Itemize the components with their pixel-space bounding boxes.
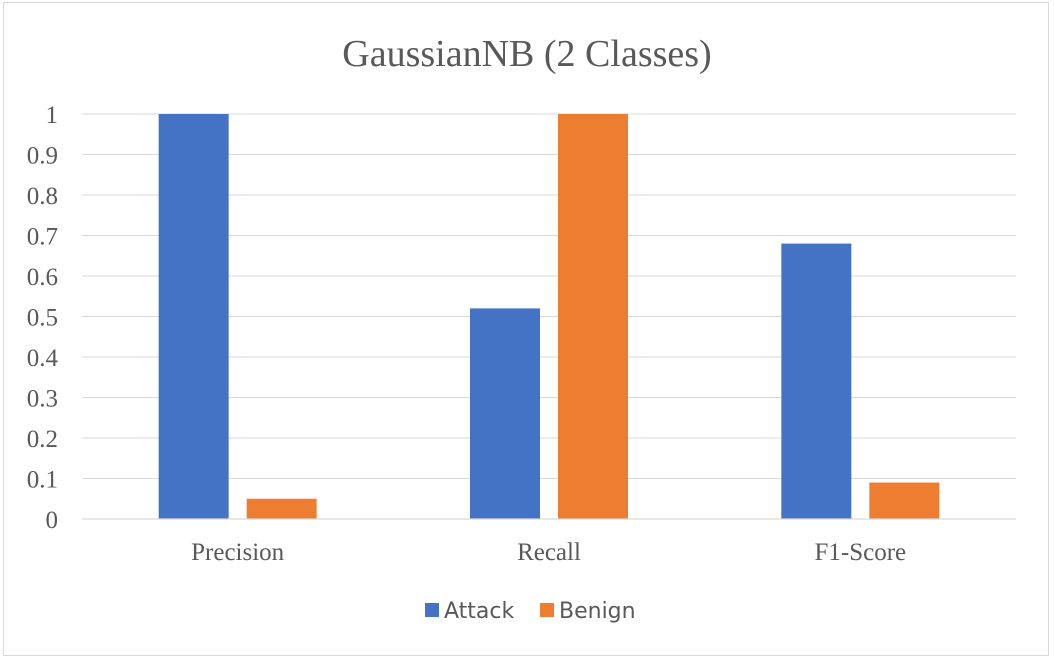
y-tick-label: 0.8 xyxy=(27,183,58,210)
x-category-label: Precision xyxy=(191,539,285,566)
legend-label-attack: Attack xyxy=(444,599,514,624)
bars xyxy=(158,114,940,519)
y-tick-label: 0.6 xyxy=(27,264,58,291)
bar-benign-recall xyxy=(558,114,628,519)
bar-attack-recall xyxy=(470,308,540,519)
y-tick-label: 0.7 xyxy=(27,224,58,251)
x-category-label: F1-Score xyxy=(815,539,907,566)
legend: Attack Benign xyxy=(425,599,636,624)
y-axis-ticks: 0 0.1 0.2 0.3 0.4 0.5 0.6 0.7 0.8 0.9 1 xyxy=(27,102,59,534)
x-category-label: Recall xyxy=(517,539,581,566)
bar-attack-f1-score xyxy=(781,243,852,519)
y-tick-label: 0.3 xyxy=(27,386,58,413)
y-tick-label: 0.2 xyxy=(27,426,58,453)
y-tick-label: 0 xyxy=(46,507,59,534)
bar-benign-precision xyxy=(246,498,317,519)
legend-swatch-benign xyxy=(540,603,554,617)
y-tick-label: 0.9 xyxy=(27,143,58,170)
y-tick-label: 1 xyxy=(46,102,59,129)
y-tick-label: 0.5 xyxy=(27,305,58,332)
legend-label-benign: Benign xyxy=(559,599,636,624)
bar-benign-f1-score xyxy=(869,482,940,519)
y-tick-label: 0.1 xyxy=(27,467,58,494)
x-axis-categories: Precision Recall F1-Score xyxy=(191,539,906,566)
legend-swatch-attack xyxy=(425,603,439,617)
bar-attack-precision xyxy=(158,114,229,519)
chart-title: GaussianNB (2 Classes) xyxy=(342,33,711,75)
y-tick-label: 0.4 xyxy=(27,345,59,372)
gridlines xyxy=(82,113,1016,479)
